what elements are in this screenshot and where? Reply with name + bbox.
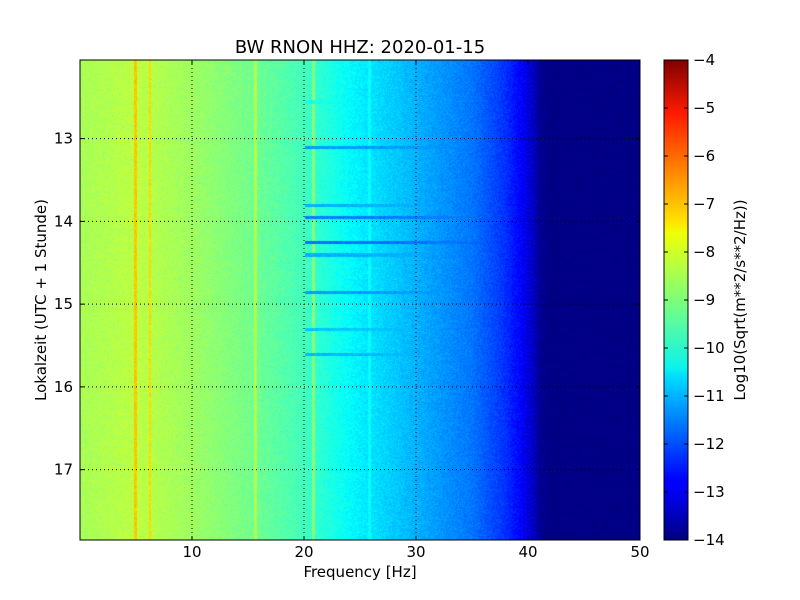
y-axis-ticks: 13 14 15 16 17 [54,130,640,479]
y-tick-label: 15 [54,295,73,313]
colorbar-tick-label: −6 [693,147,715,165]
y-axis-label: Lokalzeit (UTC + 1 Stunde) [32,199,50,401]
colorbar-tick-label: −10 [693,339,725,357]
colorbar-tick-label: −9 [693,291,715,309]
grid-lines [80,60,640,540]
x-tick-label: 40 [518,543,537,561]
chart-title: BW RNON HHZ: 2020-01-15 [235,37,485,58]
colorbar-ticks: −4 −5 −6 −7 −8 −9 −10 −11 −12 −13 −14 [664,51,725,549]
x-tick-label: 50 [630,543,649,561]
y-tick-label: 16 [54,378,73,396]
colorbar-tick-label: −7 [693,195,715,213]
colorbar: −4 −5 −6 −7 −8 −9 −10 −11 −12 −13 −14 Log10(Sqrt(m… [663,51,749,549]
colorbar-tick-label: −12 [693,435,725,453]
x-tick-label: 20 [294,543,313,561]
colorbar-tick-label: −11 [693,387,725,405]
colorbar-tick-label: −13 [693,483,725,501]
y-tick-label: 13 [54,130,73,148]
plot-frame [79,59,641,541]
spectrogram-heatmap [80,60,640,540]
y-tick-label: 17 [54,461,73,479]
colorbar-tick-label: −4 [693,51,715,69]
x-tick-label: 30 [406,543,425,561]
colorbar-tick-label: −8 [693,243,715,261]
x-axis-ticks: 10 20 30 40 50 [182,60,650,561]
colorbar-tick-label: −5 [693,99,715,117]
plot-area: 10 20 30 40 50 13 14 15 16 17 [54,59,650,561]
y-tick-label: 14 [54,212,73,230]
colorbar-tick-label: −14 [693,531,725,549]
x-tick-label: 10 [182,543,201,561]
colorbar-label: Log10(Sqrt(m**2/s**2/Hz)) [731,199,749,400]
x-axis-label: Frequency [Hz] [303,563,416,581]
